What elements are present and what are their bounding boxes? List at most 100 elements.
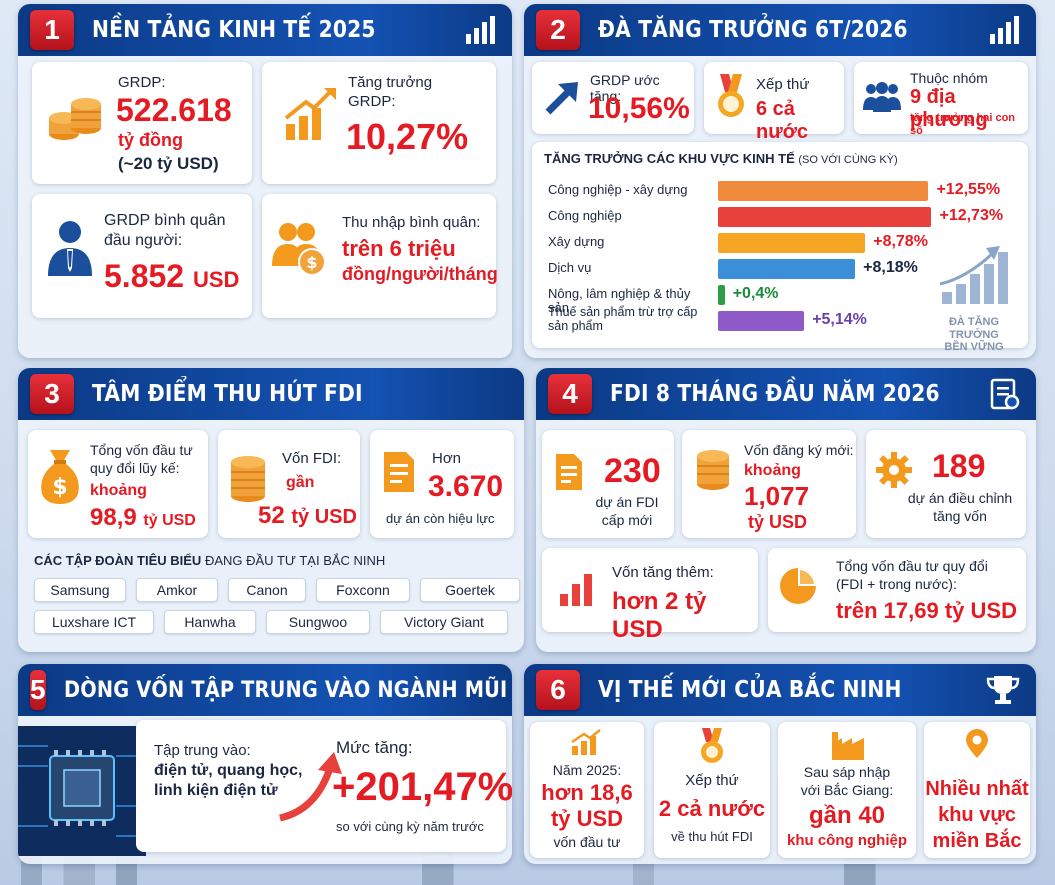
total-capital-card: $ Tổng vốn đầu tư quy đổi lũy kế: khoảng… bbox=[28, 430, 208, 538]
panel-title: TÂM ĐIỂM THU HÚT FDI bbox=[92, 381, 363, 407]
growth-arrow-icon bbox=[571, 729, 601, 755]
added-label: Vốn tăng thêm: bbox=[612, 564, 714, 581]
bar-category-label: Công nghiệp bbox=[548, 208, 622, 223]
north-value-1: Nhiều nhất bbox=[925, 778, 1029, 800]
sector-growth-chart: TĂNG TRƯỞNG CÁC KHU VỰC KINH TẾ (SO VỚI … bbox=[532, 142, 1028, 353]
fdi-label: Vốn FDI: bbox=[282, 450, 342, 467]
group-card: Thuộc nhóm 9 địa phương tăng trưởng hai … bbox=[854, 62, 1028, 137]
rise-label: Mức tăng: bbox=[336, 738, 413, 757]
panel-title: NỀN TẢNG KINH TẾ 2025 bbox=[92, 17, 376, 43]
corporations-title-rest: ĐANG ĐẦU TƯ TẠI BẮC NINH bbox=[204, 553, 386, 568]
new-projects-note-2: cấp mới bbox=[601, 512, 653, 528]
rise-note: so với cùng kỳ năm trước bbox=[336, 819, 484, 834]
medal-icon bbox=[701, 728, 723, 763]
focus-2: linh kiện điện tử bbox=[154, 782, 278, 799]
panel-fdi-focus: 3 TÂM ĐIỂM THU HÚT FDI $ Tổng vốn đầu tư… bbox=[18, 368, 524, 652]
grdp-value: 522.618 bbox=[116, 92, 232, 128]
group-icon bbox=[863, 82, 901, 112]
growth-card: Tăng trưởng GRDP: 10,27% bbox=[262, 62, 496, 184]
corporation-tag: Samsung bbox=[34, 578, 126, 602]
coin-stack-icon bbox=[231, 456, 265, 502]
per-capita-number: 5.852 bbox=[104, 258, 185, 294]
income-card: $ Thu nhập bình quân: trên 6 triệu đồng/… bbox=[262, 194, 498, 318]
corporation-tag: Victory Giant bbox=[380, 610, 508, 634]
bar-category-label: Dịch vụ bbox=[548, 260, 592, 275]
bar bbox=[718, 207, 932, 227]
fdi-rank-card: Xếp thứ 2 cả nước về thu hút FDI bbox=[654, 722, 770, 858]
panel-header: 6 VỊ THẾ MỚI CỦA BẮC NINH bbox=[524, 664, 1036, 716]
svg-text:$: $ bbox=[52, 475, 67, 500]
chart-row: Dịch vụ +8,18% bbox=[548, 258, 1018, 280]
fdi-rank-value: 2 cả nước bbox=[658, 796, 766, 821]
panel-header: 2 ĐÀ TĂNG TRƯỞNG 6T/2026 bbox=[524, 4, 1036, 56]
trophy-icon bbox=[986, 676, 1020, 704]
bar-value-label: +12,55% bbox=[936, 181, 1001, 198]
bar-chart-icon bbox=[560, 574, 592, 606]
growth-label-2: GRDP: bbox=[348, 93, 396, 110]
growth-label-1: Tăng trưởng bbox=[348, 74, 433, 91]
panel-growth-momentum: 2 ĐÀ TĂNG TRƯỞNG 6T/2026 GRDP ước tăng: … bbox=[524, 4, 1036, 358]
document-icon bbox=[556, 454, 582, 490]
projects-note: dự án còn hiệu lực bbox=[386, 511, 495, 526]
registered-label: Vốn đăng ký mới: bbox=[744, 442, 854, 458]
rise-value: +201,47% bbox=[332, 765, 512, 809]
medal-icon bbox=[718, 74, 744, 117]
total-label-1: Tổng vốn đầu tư bbox=[90, 442, 193, 458]
rank-label: Xếp thứ bbox=[756, 76, 810, 93]
panel-number: 6 bbox=[536, 670, 580, 710]
side-label-1: ĐÀ TĂNG TRƯỞNG bbox=[948, 316, 1000, 341]
panel-header: 1 NỀN TẢNG KINH TẾ 2025 bbox=[18, 4, 512, 56]
total-unit: tỷ USD bbox=[143, 512, 196, 529]
north-value-3: miền Bắc bbox=[932, 830, 1022, 852]
north-region-card: Nhiều nhất khu vực miền Bắc bbox=[924, 722, 1030, 858]
group-value: 9 địa phương bbox=[910, 86, 988, 131]
person-icon bbox=[48, 221, 92, 276]
bar bbox=[718, 233, 866, 253]
corporation-tag: Canon bbox=[228, 578, 306, 602]
total-prefix: khoảng bbox=[90, 482, 147, 499]
grdp-estimate-card: GRDP ước tăng: 10,56% bbox=[532, 62, 694, 134]
rank-card: Xếp thứ 6 cả nước bbox=[704, 62, 844, 143]
arrow-up-right-icon bbox=[545, 82, 578, 115]
chart-title: TĂNG TRƯỞNG CÁC KHU VỰC KINH TẾ (SO VỚI … bbox=[544, 151, 898, 167]
grdp-label: GRDP: bbox=[118, 74, 166, 91]
grdp-usd: (~20 tỷ USD) bbox=[118, 154, 219, 173]
rank-value: 6 cả nước bbox=[756, 98, 809, 143]
chart-row: Thuế sản phẩm trừ trợ cấp sản phẩm +5,14% bbox=[548, 305, 1018, 332]
chart-title-sub: (SO VỚI CÙNG KỲ) bbox=[798, 154, 898, 166]
bar-value-label: +12,73% bbox=[939, 207, 1004, 224]
curved-arrow-icon bbox=[279, 752, 342, 822]
investment-2025-card: Năm 2025: hơn 18,6 tỷ USD vốn đầu tư bbox=[530, 722, 644, 858]
zones-label-2: với Bắc Giang: bbox=[800, 782, 894, 798]
coin-stack-icon bbox=[697, 450, 729, 490]
zones-label-1: Sau sáp nhập bbox=[803, 764, 891, 780]
focus-label: Tập trung vào: bbox=[154, 742, 251, 759]
group-label: Thuộc nhóm bbox=[910, 70, 988, 86]
adjusted-projects-card: 189 dự án điều chỉnh tăng vốn bbox=[866, 430, 1026, 538]
bar-chart-icon bbox=[990, 16, 1019, 44]
panel-title: DÒNG VỐN TẬP TRUNG VÀO NGÀNH MŨI NHỌN bbox=[63, 677, 512, 703]
panel-number: 1 bbox=[30, 10, 74, 50]
investment-value-1: hơn 18,6 bbox=[541, 780, 633, 805]
pie-chart-icon bbox=[780, 568, 816, 604]
projects-card: Hơn 3.670 dự án còn hiệu lực bbox=[370, 430, 514, 538]
grdp-unit: tỷ đồng bbox=[118, 130, 183, 150]
panel-header: 5 DÒNG VỐN TẬP TRUNG VÀO NGÀNH MŨI NHỌN bbox=[18, 664, 512, 716]
svg-text:$: $ bbox=[306, 253, 317, 272]
income-value-2: đồng/người/tháng bbox=[342, 264, 498, 284]
adjusted-note-1: dự án điều chỉnh bbox=[907, 490, 1013, 506]
sum-value: trên 17,69 tỷ USD bbox=[836, 598, 1017, 623]
panel-fdi-8-months: 4 FDI 8 THÁNG ĐẦU NĂM 2026 230 dự án FDI… bbox=[536, 368, 1036, 652]
side-label: ĐÀ TĂNG TRƯỞNG BỀN VỮNG bbox=[924, 316, 1024, 354]
document-icon bbox=[384, 452, 414, 492]
grdp-card: GRDP: 522.618 tỷ đồng (~20 tỷ USD) bbox=[32, 62, 252, 184]
people-coin-icon: $ bbox=[272, 223, 326, 276]
bar-chart-icon bbox=[466, 16, 495, 44]
bar bbox=[718, 285, 725, 305]
fdi-rank-note: về thu hút FDI bbox=[671, 829, 753, 844]
side-label-2: BỀN VỮNG bbox=[944, 341, 1004, 354]
fdi-capital-card: Vốn FDI: gần 52 tỷ USD bbox=[218, 430, 360, 538]
rising-bars-icon bbox=[939, 246, 1008, 304]
income-label: Thu nhập bình quân: bbox=[342, 214, 481, 231]
per-capita-label-2: đầu người: bbox=[104, 232, 183, 249]
